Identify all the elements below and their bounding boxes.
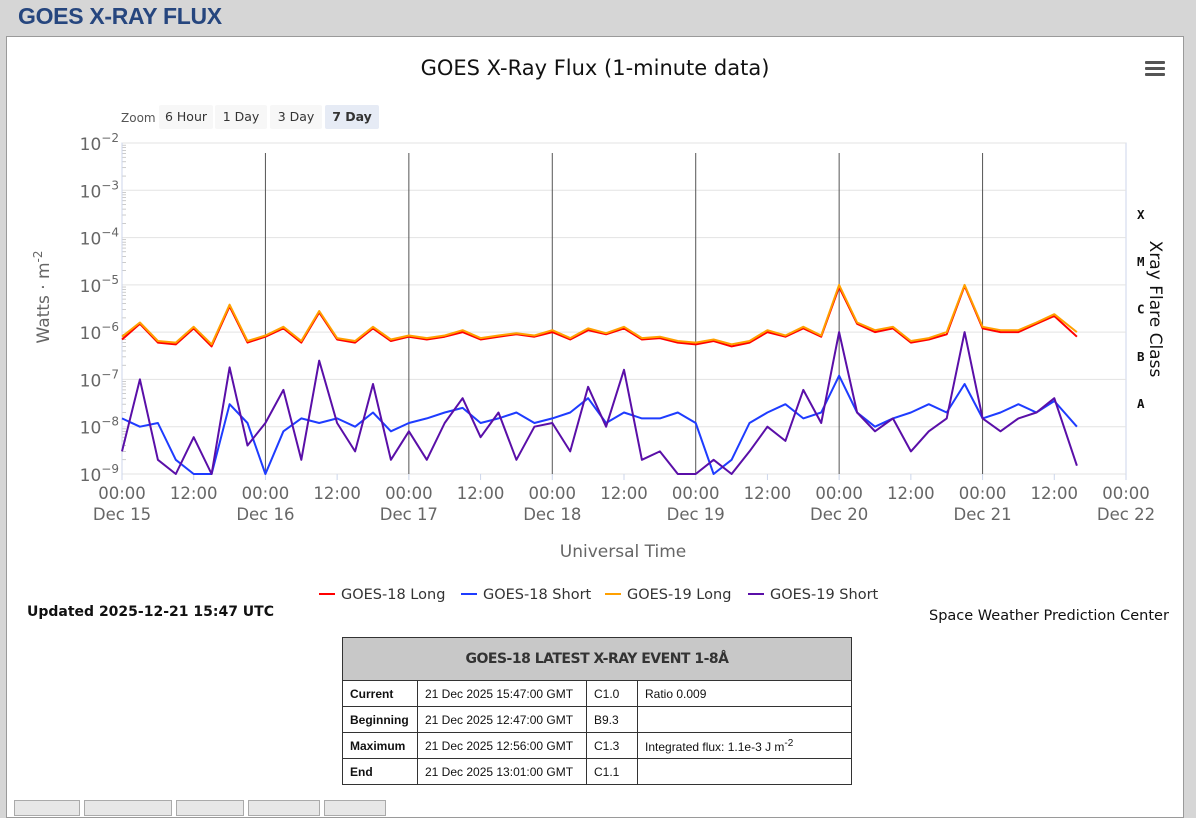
bottom-tab[interactable]: [14, 800, 80, 816]
x-tick-date: Dec 16: [236, 505, 294, 524]
x-tick-date: Dec 20: [810, 505, 868, 524]
y-tick-label: 10−4: [80, 226, 119, 250]
table-row: Maximum 21 Dec 2025 12:56:00 GMT C1.3 In…: [342, 732, 852, 759]
row-extra: Ratio 0.009: [637, 680, 852, 707]
flux-unit-exponent: -2: [784, 737, 794, 749]
row-class: B9.3: [586, 706, 638, 733]
zoom-button-7-day[interactable]: [325, 105, 379, 129]
integrated-flux: Integrated flux: 1.1e-3 J m: [645, 739, 785, 754]
x-tick-date: Dec 15: [93, 505, 151, 524]
legend-item: GOES-19 Long: [627, 587, 731, 602]
row-label: Beginning: [342, 706, 418, 733]
zoom-button-label[interactable]: 7 Day: [332, 109, 372, 124]
legend-item: GOES-19 Short: [770, 587, 879, 602]
updated-timestamp: Updated 2025-12-21 15:47 UTC: [27, 604, 274, 620]
zoom-button-label[interactable]: 1 Day: [223, 109, 260, 124]
flare-class-label: B: [1137, 349, 1145, 364]
chart-menu-button[interactable]: [1145, 61, 1165, 77]
bottom-tab[interactable]: [248, 800, 320, 816]
series-line-goes-19-long: [121, 283, 1078, 346]
row-class: C1.3: [586, 732, 638, 759]
y-tick-label: 10−3: [80, 178, 119, 202]
series-line-goes-19-short: [121, 331, 1078, 475]
row-extra: Integrated flux: 1.1e-3 J m-2: [637, 732, 852, 759]
row-label: Current: [342, 680, 418, 707]
bottom-tab[interactable]: [176, 800, 244, 816]
row-class: C1.1: [586, 758, 638, 785]
x-tick-time: 00:00: [1102, 484, 1150, 503]
xray-flux-chart: 10−9 10−8 10−7 10−6 10−5 10−4 10−3 10−2 00:00 Dec…: [31, 56, 1165, 602]
flare-class-label: A: [1137, 396, 1145, 411]
row-extra: [637, 706, 852, 733]
y-tick-label: 10−2: [80, 131, 119, 155]
bottom-tab[interactable]: [84, 800, 172, 816]
chart-panel: 10−9 10−8 10−7 10−6 10−5 10−4 10−3 10−2 00:00 Dec…: [6, 36, 1184, 818]
x-tick-date: Dec 19: [667, 505, 725, 524]
row-label: End: [342, 758, 418, 785]
zoom-button-1-day[interactable]: [215, 105, 267, 129]
bottom-tab-strip: [10, 800, 1186, 816]
x-tick-time: 12:00: [1031, 484, 1079, 503]
table-row: Beginning 21 Dec 2025 12:47:00 GMT B9.3: [342, 706, 852, 733]
x-tick-time: 00:00: [529, 484, 577, 503]
x-tick-date: Dec 17: [380, 505, 438, 524]
x-tick-time: 12:00: [600, 484, 648, 503]
y-tick-label: 10−9: [80, 462, 119, 486]
row-time: 21 Dec 2025 12:47:00 GMT: [417, 706, 587, 733]
zoom-button-label[interactable]: 3 Day: [278, 109, 315, 124]
x-tick-time: 12:00: [744, 484, 792, 503]
page-title: GOES X-RAY FLUX: [18, 3, 222, 29]
x-tick-time: 00:00: [242, 484, 290, 503]
x-tick-date: Dec 22: [1097, 505, 1155, 524]
x-tick-date: Dec 21: [953, 505, 1011, 524]
plot-area: [121, 142, 1127, 475]
right-axis-title: Xray Flare Class: [1145, 241, 1165, 378]
flare-class-label: M: [1137, 254, 1145, 269]
x-tick-time: 00:00: [385, 484, 433, 503]
y-axis-title: Watts · m-2: [31, 250, 54, 343]
zoom-label: Zoom: [121, 111, 156, 125]
y-tick-label: 10−8: [80, 415, 119, 439]
x-tick-time: 00:00: [672, 484, 720, 503]
row-label: Maximum: [342, 732, 418, 759]
table-row: Current 21 Dec 2025 15:47:00 GMT C1.0 Ra…: [342, 680, 852, 707]
y-tick-label: 10−6: [80, 320, 119, 344]
row-class: C1.0: [586, 680, 638, 707]
bottom-tab[interactable]: [324, 800, 386, 816]
legend-item: GOES-18 Long: [341, 587, 445, 602]
x-tick-time: 12:00: [170, 484, 218, 503]
x-tick-time: 00:00: [815, 484, 863, 503]
series-line-goes-18-long: [121, 284, 1078, 348]
x-tick-date: Dec 18: [523, 505, 581, 524]
credit-text: Space Weather Prediction Center: [929, 608, 1169, 624]
row-extra: [637, 758, 852, 785]
x-tick-time: 12:00: [457, 484, 505, 503]
flare-class-label: X: [1137, 207, 1145, 222]
x-tick-time: 00:00: [98, 484, 146, 503]
y-tick-label: 10−7: [80, 367, 119, 391]
x-tick-time: 12:00: [313, 484, 361, 503]
hamburger-menu-icon: [1145, 61, 1165, 64]
row-time: 21 Dec 2025 12:56:00 GMT: [417, 732, 587, 759]
zoom-button-label[interactable]: 6 Hour: [165, 109, 208, 124]
legend-item: GOES-18 Short: [483, 587, 592, 602]
flare-class-label: C: [1137, 302, 1145, 317]
row-time: 21 Dec 2025 15:47:00 GMT: [417, 680, 587, 707]
series-line-goes-18-short: [121, 374, 1078, 475]
y-tick-label: 10−5: [80, 273, 119, 297]
chart-title: GOES X-Ray Flux (1-minute data): [421, 56, 770, 80]
x-tick-time: 12:00: [887, 484, 935, 503]
latest-event-table: GOES-18 LATEST X-RAY EVENT 1-8Å Current …: [342, 637, 852, 785]
zoom-button-6-hour[interactable]: [159, 105, 213, 129]
x-axis-title: Universal Time: [560, 542, 686, 562]
row-time: 21 Dec 2025 13:01:00 GMT: [417, 758, 587, 785]
zoom-button-3-day[interactable]: [270, 105, 322, 129]
table-row: End 21 Dec 2025 13:01:00 GMT C1.1: [342, 758, 852, 785]
x-tick-time: 00:00: [959, 484, 1007, 503]
event-table-title: GOES-18 LATEST X-RAY EVENT 1-8Å: [342, 637, 852, 681]
